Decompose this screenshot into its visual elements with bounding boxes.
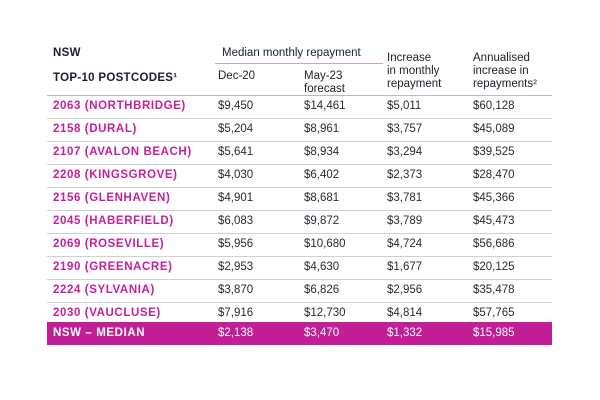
col-increase-header: Increase in monthly repayment <box>387 52 441 91</box>
postcode-cell: 2063 (NORTHBRIDGE) <box>53 100 186 112</box>
row-divider <box>47 164 552 165</box>
state-label: NSW <box>53 47 81 59</box>
postcode-cell: 2208 (KINGSGROVE) <box>53 169 178 181</box>
postcode-cell: 2107 (AVALON BEACH) <box>53 146 192 158</box>
col-increase-line2: in monthly <box>387 65 440 77</box>
row-divider <box>47 118 552 119</box>
may23-cell: $12,730 <box>304 307 346 319</box>
annualised-cell: $57,765 <box>473 307 515 319</box>
postcode-cell: 2190 (GREENACRE) <box>53 261 173 273</box>
dec20-cell: $5,204 <box>218 123 254 135</box>
table-row: 2069 (ROSEVILLE) $5,956 $10,680 $4,724 $… <box>47 234 552 256</box>
median-repayment-group-label: Median monthly repayment <box>222 47 361 59</box>
increase-cell: $3,294 <box>387 146 423 158</box>
table-row: 2190 (GREENACRE) $2,953 $4,630 $1,677 $2… <box>47 257 552 279</box>
col-dec20-header: Dec-20 <box>218 70 256 82</box>
may23-cell: $14,461 <box>304 100 346 112</box>
col-may23-header: May-23 forecast <box>304 70 345 96</box>
row-divider <box>47 210 552 211</box>
dec20-cell: $5,641 <box>218 146 254 158</box>
increase-cell: $1,677 <box>387 261 423 273</box>
postcode-cell: 2045 (HABERFIELD) <box>53 215 174 227</box>
table-row: 2063 (NORTHBRIDGE) $9,450 $14,461 $5,011… <box>47 96 552 118</box>
postcode-cell: 2030 (VAUCLUSE) <box>53 307 161 319</box>
may23-cell: $9,872 <box>304 215 340 227</box>
may23-cell: $4,630 <box>304 261 340 273</box>
table-row: 2045 (HABERFIELD) $6,083 $9,872 $3,789 $… <box>47 211 552 233</box>
row-divider <box>47 302 552 303</box>
dec20-cell: $3,870 <box>218 284 254 296</box>
increase-cell: $4,814 <box>387 307 423 319</box>
dec20-cell: $4,901 <box>218 192 254 204</box>
median-dec20-cell: $2,138 <box>218 327 254 339</box>
median-increase-cell: $1,332 <box>387 327 423 339</box>
col-may23-line1: May-23 <box>304 70 343 82</box>
dec20-cell: $9,450 <box>218 100 254 112</box>
annualised-cell: $39,525 <box>473 146 515 158</box>
postcode-cell: 2156 (GLENHAVEN) <box>53 192 171 204</box>
top-postcodes-label: TOP-10 POSTCODES¹ <box>53 72 178 84</box>
median-row: NSW – MEDIAN $2,138 $3,470 $1,332 $15,98… <box>47 322 552 345</box>
increase-cell: $3,789 <box>387 215 423 227</box>
postcode-cell: 2158 (DURAL) <box>53 123 137 135</box>
dec20-cell: $5,956 <box>218 238 254 250</box>
group-divider <box>215 63 383 64</box>
increase-cell: $2,956 <box>387 284 423 296</box>
col-annualised-line3: repayments² <box>473 78 537 90</box>
annualised-cell: $56,686 <box>473 238 515 250</box>
table-row: 2208 (KINGSGROVE) $4,030 $6,402 $2,373 $… <box>47 165 552 187</box>
table-row: 2030 (VAUCLUSE) $7,916 $12,730 $4,814 $5… <box>47 303 552 325</box>
median-may23-cell: $3,470 <box>304 327 340 339</box>
increase-cell: $5,011 <box>387 100 422 112</box>
row-divider <box>47 256 552 257</box>
increase-cell: $4,724 <box>387 238 423 250</box>
col-increase-line3: repayment <box>387 78 442 90</box>
dec20-cell: $4,030 <box>218 169 254 181</box>
annualised-cell: $45,366 <box>473 192 515 204</box>
col-annualised-header: Annualised increase in repayments² <box>473 52 537 91</box>
row-divider <box>47 141 552 142</box>
increase-cell: $3,757 <box>387 123 423 135</box>
annualised-cell: $35,478 <box>473 284 515 296</box>
may23-cell: $10,680 <box>304 238 346 250</box>
table-row: 2107 (AVALON BEACH) $5,641 $8,934 $3,294… <box>47 142 552 164</box>
table-row: 2224 (SYLVANIA) $3,870 $6,826 $2,956 $35… <box>47 280 552 302</box>
may23-cell: $8,961 <box>304 123 340 135</box>
annualised-cell: $45,089 <box>473 123 515 135</box>
may23-cell: $8,934 <box>304 146 340 158</box>
increase-cell: $3,781 <box>387 192 423 204</box>
annualised-cell: $45,473 <box>473 215 515 227</box>
postcode-cell: 2224 (SYLVANIA) <box>53 284 155 296</box>
col-annualised-line1: Annualised <box>473 52 530 64</box>
header-divider <box>47 95 552 96</box>
col-increase-line1: Increase <box>387 52 432 64</box>
median-annualised-cell: $15,985 <box>473 327 515 339</box>
row-divider <box>47 187 552 188</box>
annualised-cell: $60,128 <box>473 100 515 112</box>
row-divider <box>47 233 552 234</box>
may23-cell: $6,402 <box>304 169 340 181</box>
annualised-cell: $20,125 <box>473 261 515 273</box>
dec20-cell: $2,953 <box>218 261 254 273</box>
row-divider <box>47 279 552 280</box>
median-label-cell: NSW – MEDIAN <box>53 327 146 339</box>
may23-cell: $8,681 <box>304 192 340 204</box>
postcode-cell: 2069 (ROSEVILLE) <box>53 238 165 250</box>
col-annualised-line2: increase in <box>473 65 529 77</box>
annualised-cell: $28,470 <box>473 169 515 181</box>
table-row: 2156 (GLENHAVEN) $4,901 $8,681 $3,781 $4… <box>47 188 552 210</box>
may23-cell: $6,826 <box>304 284 340 296</box>
dec20-cell: $6,083 <box>218 215 254 227</box>
dec20-cell: $7,916 <box>218 307 254 319</box>
table-row: 2158 (DURAL) $5,204 $8,961 $3,757 $45,08… <box>47 119 552 141</box>
col-may23-line2: forecast <box>304 83 345 95</box>
increase-cell: $2,373 <box>387 169 423 181</box>
